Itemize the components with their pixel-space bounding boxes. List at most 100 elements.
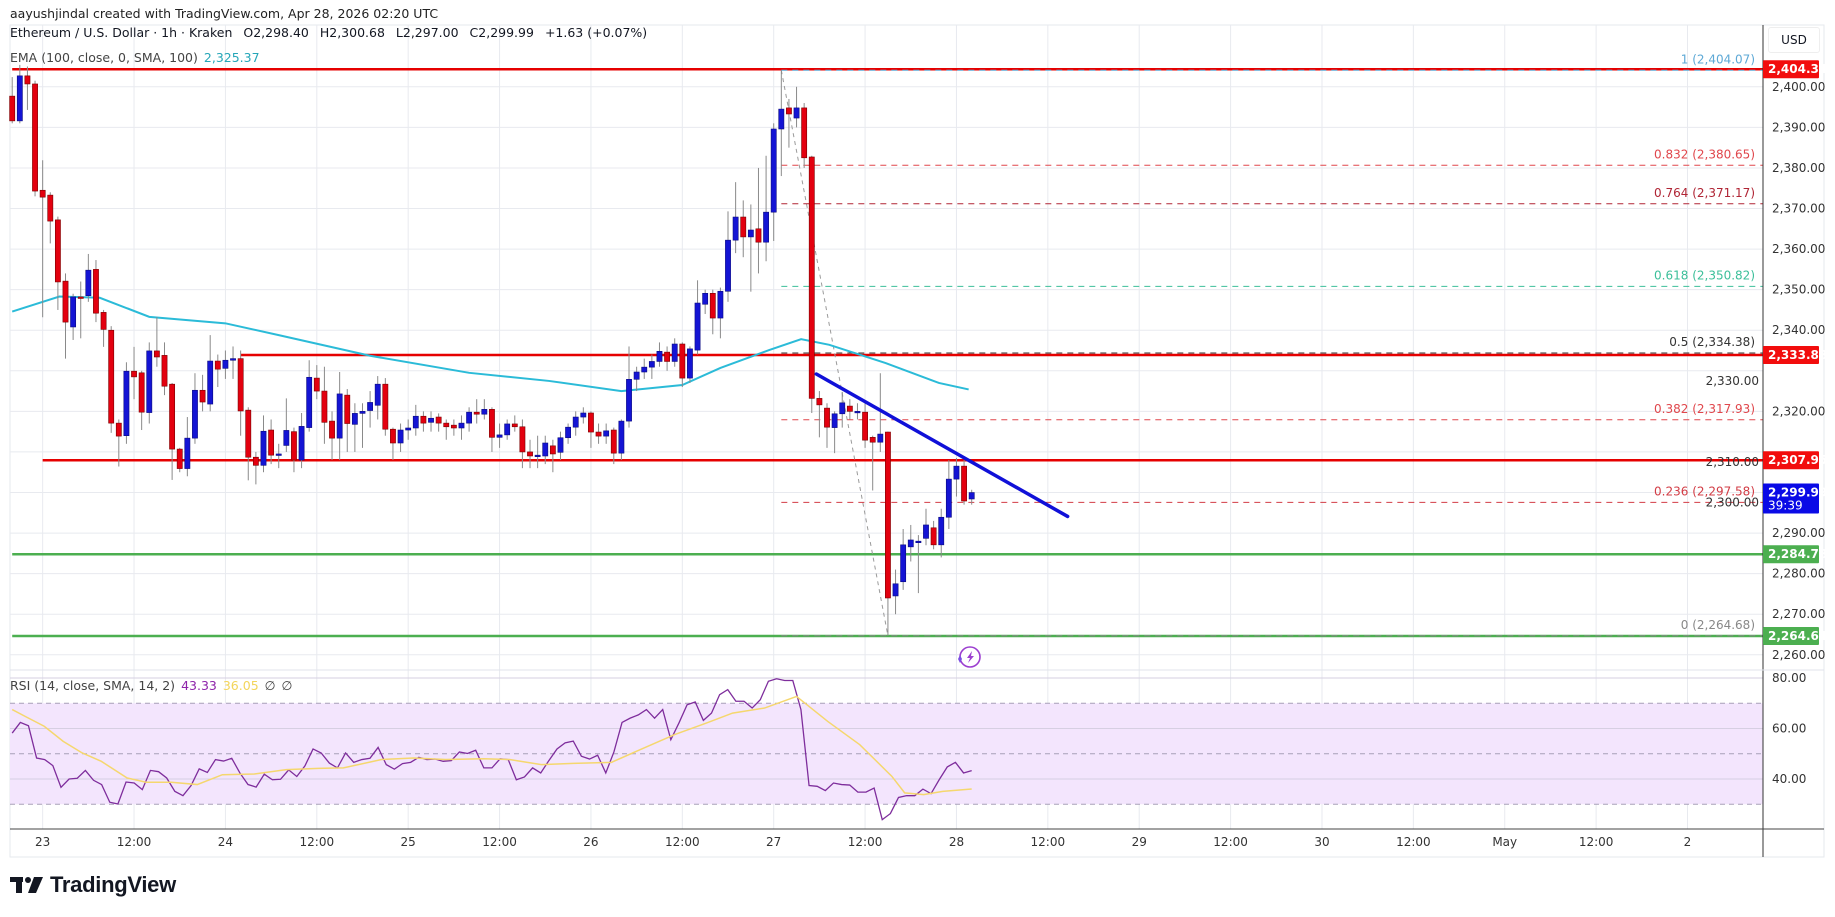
rsi-tick-label: 40.00 [1772,772,1806,786]
candle-body [610,429,617,454]
candle [207,335,214,412]
candle [595,423,602,444]
candle [511,415,518,432]
candle [557,431,564,461]
candle-body [214,360,221,370]
fib-level-label: 0.5 (2,334.38) [1669,335,1755,349]
rsi-extra-2: ∅ [281,678,293,693]
candle [359,403,366,448]
rsi-pane[interactable] [10,677,1763,821]
candle [808,155,815,413]
candle [801,103,808,168]
price-tick-label: 2,380.00 [1772,161,1825,175]
candle [344,389,351,452]
candle-body [199,389,206,403]
time-tick-label: May [1492,835,1517,849]
candle-body [351,413,358,425]
price-tag [1763,451,1819,470]
price-tag [1763,626,1819,645]
candle [565,423,571,444]
candle-body [763,211,769,243]
candle [260,415,267,473]
candle [100,309,107,347]
tradingview-logo[interactable]: TradingView [10,872,176,898]
candle [412,404,419,436]
symbol-legend: Ethereum / U.S. Dollar · 1h · Kraken O2,… [10,25,654,40]
time-tick-label: 2 [1684,835,1692,849]
time-tick-label: 12:00 [117,835,152,849]
candle-body [54,219,61,283]
candle [831,411,838,454]
candle [915,535,922,594]
time-tick-label: 12:00 [1579,835,1614,849]
ema-value: 2,325.37 [203,50,260,65]
candle [184,417,191,477]
candle-body [298,426,305,461]
candle [671,338,678,367]
price-tag-label: 2,307.95 [1768,453,1827,467]
candle-body [793,107,800,119]
candle-body [519,426,526,453]
rsi-legend[interactable]: RSI (14, close, SMA, 14, 2) 43.33 36.05 ∅ ∅ [10,678,292,693]
symbol-title[interactable]: Ethereum / U.S. Dollar · 1h · Kraken [10,25,233,40]
price-tag [1763,346,1819,365]
candle-body [915,540,922,543]
candle-body [344,394,351,424]
candle-body [283,430,290,446]
fibonacci-retracement[interactable]: 1 (2,404.07) 0.832 (2,380.65) 0.764 (2,371… [780,52,1763,637]
candle [694,280,701,355]
candle-body [923,524,929,539]
price-tag-label: 2,299.99 [1768,486,1827,500]
candle-body [123,370,130,437]
price-tick-label: 2,320.00 [1772,404,1825,418]
candle [877,373,884,452]
candle [755,167,762,274]
candle-body [633,371,640,380]
candle-body [869,437,876,443]
horizontal-lines [12,67,1763,638]
logo-text: TradingView [50,872,176,897]
candle [687,346,693,383]
candle [892,569,899,615]
candle [534,435,541,469]
candle [519,419,526,469]
fib-level-label: 0.382 (2,317.93) [1654,402,1755,416]
candle [176,447,183,473]
fib-level-label: 0.618 (2,350.82) [1654,268,1755,282]
ema-label: EMA (100, close, 0, SMA, 100) [10,50,198,65]
candle [549,439,556,473]
time-tick-label: 25 [401,835,416,849]
candle [633,366,640,392]
candle-body [534,454,541,457]
candle [199,374,206,412]
trendline-line[interactable] [814,372,1070,519]
trendline[interactable] [814,372,1070,519]
candle [169,382,176,480]
currency-button[interactable]: USD [1768,27,1820,53]
candle-body [466,411,472,424]
candle-body [77,296,84,299]
rsi-ma-value: 36.05 [222,678,259,693]
candle-body [306,376,313,428]
candle [230,346,236,379]
candle-body [618,420,625,454]
candle [291,427,297,473]
candle-body [245,409,252,458]
price-tag [1763,60,1819,79]
candle-body [572,416,579,428]
ema-legend[interactable]: EMA (100, close, 0, SMA, 100) 2,325.37 [10,50,260,65]
candle-body [473,411,480,415]
candle-body [694,302,701,351]
price-tick-label: 2,350.00 [1772,283,1825,297]
rsi-tick-label: 80.00 [1772,671,1806,685]
candle-body [580,412,587,418]
lightning-icon[interactable] [958,646,981,668]
candle-body [93,269,99,314]
rsi-label: RSI (14, close, SMA, 14, 2) [10,678,176,693]
candle-body [549,445,556,455]
candle-body [755,228,762,243]
candle [953,458,960,497]
candle [885,431,891,636]
candle [192,373,198,444]
